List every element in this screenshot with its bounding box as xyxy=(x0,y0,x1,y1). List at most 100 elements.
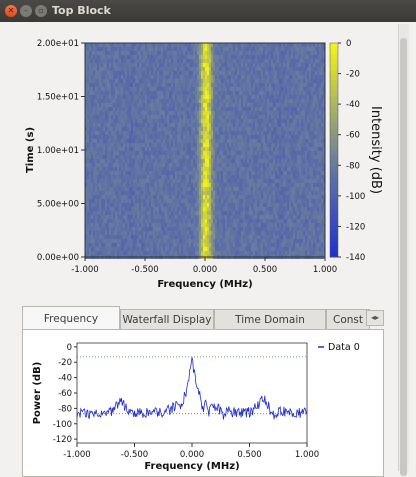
heatmap-cell xyxy=(171,131,173,135)
minimize-icon[interactable]: – xyxy=(20,5,32,17)
heatmap-cell xyxy=(131,87,133,91)
heatmap-cell xyxy=(249,231,251,235)
heatmap-cell xyxy=(133,171,135,175)
heatmap-cell xyxy=(223,227,225,231)
heatmap-cell xyxy=(229,139,231,143)
heatmap-cell xyxy=(129,51,131,55)
heatmap-cell xyxy=(213,43,215,47)
heatmap-cell xyxy=(95,171,97,175)
heatmap-cell xyxy=(163,87,165,91)
heatmap-cell xyxy=(125,215,127,219)
heatmap-cell xyxy=(159,175,161,179)
heatmap-cell xyxy=(259,55,261,59)
heatmap-cell xyxy=(85,179,87,183)
heatmap-cell xyxy=(99,119,101,123)
heatmap-cell xyxy=(249,47,251,51)
heatmap-cell xyxy=(227,231,229,235)
heatmap-cell xyxy=(205,239,207,243)
heatmap-cell xyxy=(209,239,211,243)
heatmap-cell xyxy=(149,91,151,95)
heatmap-cell xyxy=(239,195,241,199)
heatmap-cell xyxy=(145,183,147,187)
heatmap-cell xyxy=(95,155,97,159)
heatmap-cell xyxy=(145,55,147,59)
heatmap-cell xyxy=(169,167,171,171)
heatmap-cell xyxy=(207,167,209,171)
heatmap-cell xyxy=(105,43,107,47)
heatmap-cell xyxy=(177,43,179,47)
heatmap-cell xyxy=(197,99,199,103)
heatmap-cell xyxy=(213,163,215,167)
heatmap-cell xyxy=(111,211,113,215)
heatmap-cell xyxy=(189,47,191,51)
heatmap-cell xyxy=(103,75,105,79)
heatmap-cell xyxy=(197,239,199,243)
heatmap-cell xyxy=(157,247,159,251)
heatmap-cell xyxy=(263,119,265,123)
heatmap-cell xyxy=(127,59,129,63)
heatmap-cell xyxy=(135,111,137,115)
heatmap-cell xyxy=(133,131,135,135)
heatmap-cell xyxy=(133,47,135,51)
heatmap-cell xyxy=(227,71,229,75)
heatmap-cell xyxy=(145,131,147,135)
heatmap-cell xyxy=(153,231,155,235)
heatmap-cell xyxy=(127,115,129,119)
heatmap-cell xyxy=(97,51,99,55)
heatmap-cell xyxy=(177,59,179,63)
heatmap-cell xyxy=(197,123,199,127)
heatmap-cell xyxy=(193,119,195,123)
heatmap-cell xyxy=(99,203,101,207)
heatmap-cell xyxy=(225,243,227,247)
heatmap-cell xyxy=(263,167,265,171)
heatmap-cell xyxy=(247,151,249,155)
heatmap-cell xyxy=(165,127,167,131)
heatmap-cell xyxy=(91,167,93,171)
heatmap-cell xyxy=(137,195,139,199)
heatmap-cell xyxy=(253,211,255,215)
heatmap-cell xyxy=(259,215,261,219)
heatmap-cell xyxy=(167,95,169,99)
heatmap-cell xyxy=(237,223,239,227)
heatmap-cell xyxy=(223,243,225,247)
heatmap-cell xyxy=(121,171,123,175)
heatmap-cell xyxy=(215,239,217,243)
heatmap-cell xyxy=(195,83,197,87)
heatmap-cell xyxy=(161,159,163,163)
heatmap-cell xyxy=(93,139,95,143)
heatmap-cell xyxy=(141,147,143,151)
heatmap-cell xyxy=(157,219,159,223)
heatmap-cell xyxy=(267,91,269,95)
heatmap-cell xyxy=(213,83,215,87)
heatmap-cell xyxy=(259,175,261,179)
heatmap-cell xyxy=(229,123,231,127)
heatmap-cell xyxy=(209,131,211,135)
heatmap-cell xyxy=(231,135,233,139)
heatmap-cell xyxy=(245,247,247,251)
heatmap-cell xyxy=(263,203,265,207)
heatmap-cell xyxy=(213,79,215,83)
heatmap-cell xyxy=(107,79,109,83)
heatmap-cell xyxy=(103,155,105,159)
heatmap-cell xyxy=(181,207,183,211)
heatmap-cell xyxy=(231,131,233,135)
heatmap-cell xyxy=(159,179,161,183)
heatmap-cell xyxy=(173,79,175,83)
heatmap-cell xyxy=(185,211,187,215)
heatmap-cell xyxy=(179,251,181,255)
heatmap-cell xyxy=(201,95,203,99)
maximize-icon[interactable]: ▫ xyxy=(35,5,47,17)
heatmap-cell xyxy=(127,71,129,75)
heatmap-cell xyxy=(255,239,257,243)
heatmap-cell xyxy=(199,195,201,199)
close-icon[interactable]: ✕ xyxy=(5,5,17,17)
heatmap-cell xyxy=(243,195,245,199)
heatmap-cell xyxy=(217,191,219,195)
heatmap-cell xyxy=(145,115,147,119)
heatmap-cell xyxy=(171,243,173,247)
heatmap-cell xyxy=(153,235,155,239)
heatmap-cell xyxy=(89,55,91,59)
heatmap-cell xyxy=(195,127,197,131)
heatmap-cell xyxy=(157,171,159,175)
heatmap-cell xyxy=(95,83,97,87)
